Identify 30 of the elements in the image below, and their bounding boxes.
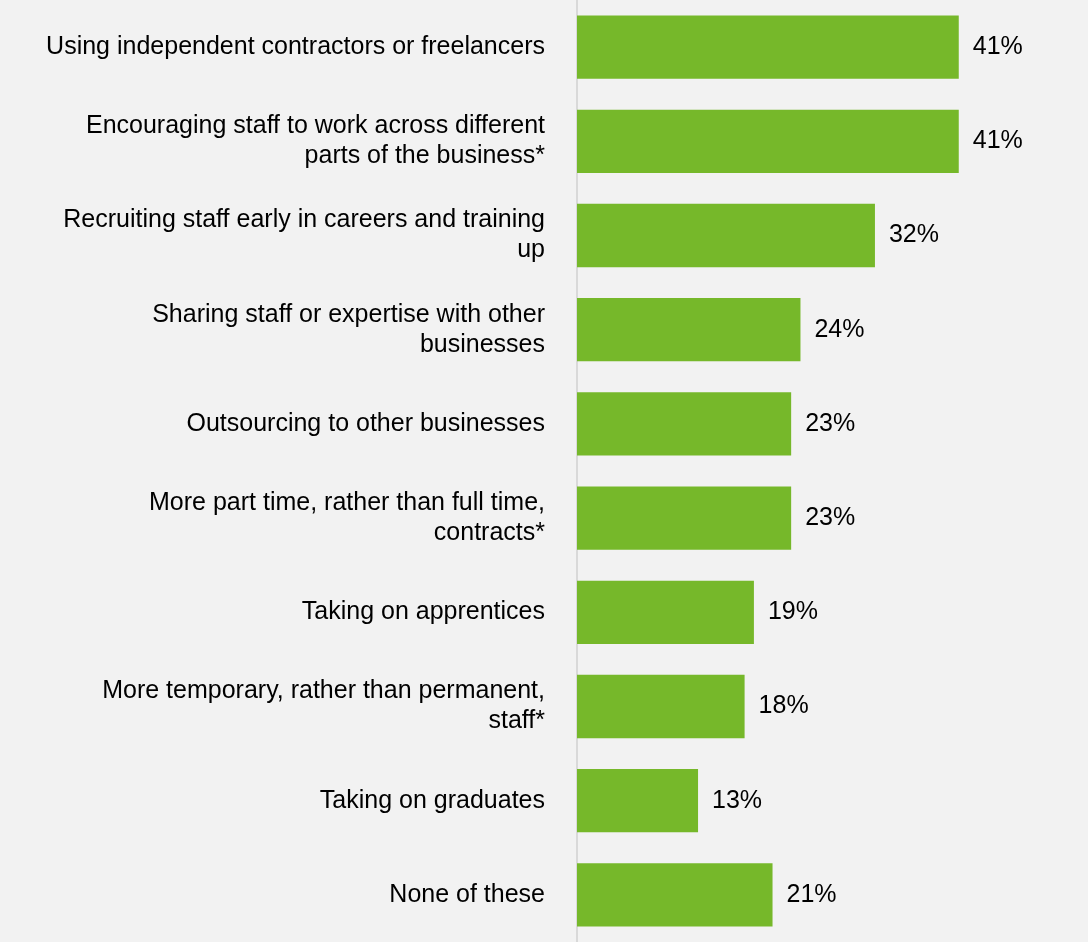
y-tick-label: Taking on graduates [319, 784, 545, 813]
y-tick-label: Encouraging staff to work across different parts of the business* [85, 110, 546, 169]
y-tick-label: More temporary, rather than permanent, staff* [102, 675, 546, 734]
bar [577, 109, 959, 173]
data-label: 23% [805, 407, 856, 436]
bar [577, 580, 754, 644]
data-label: 41% [972, 30, 1023, 59]
bar [577, 486, 792, 550]
bar [577, 15, 959, 79]
bar [577, 203, 875, 268]
data-label: 13% [712, 784, 763, 813]
data-label: 32% [888, 219, 939, 248]
data-label: 23% [805, 501, 856, 530]
data-label: 41% [972, 125, 1023, 154]
bar [577, 392, 792, 456]
y-tick-label: Outsourcing to other businesses [186, 407, 545, 436]
y-tick-label: Recruiting staff early in careers and training up [63, 204, 545, 263]
y-tick-label: Using independent contractors or freelancers [46, 30, 545, 59]
y-tick-label: Sharing staff or expertise with other businesses [152, 298, 545, 357]
bar [577, 769, 699, 833]
data-label: 18% [758, 690, 809, 719]
bar [577, 863, 773, 927]
bar [577, 674, 745, 739]
y-tick-label: Taking on apprentices [301, 596, 545, 625]
data-label: 24% [814, 313, 865, 342]
y-tick-label: More part time, rather than full time, contracts* [149, 486, 546, 545]
bar [577, 298, 801, 362]
y-tick-label: None of these [389, 878, 545, 907]
data-label: 21% [786, 878, 837, 907]
data-label: 19% [767, 596, 818, 625]
